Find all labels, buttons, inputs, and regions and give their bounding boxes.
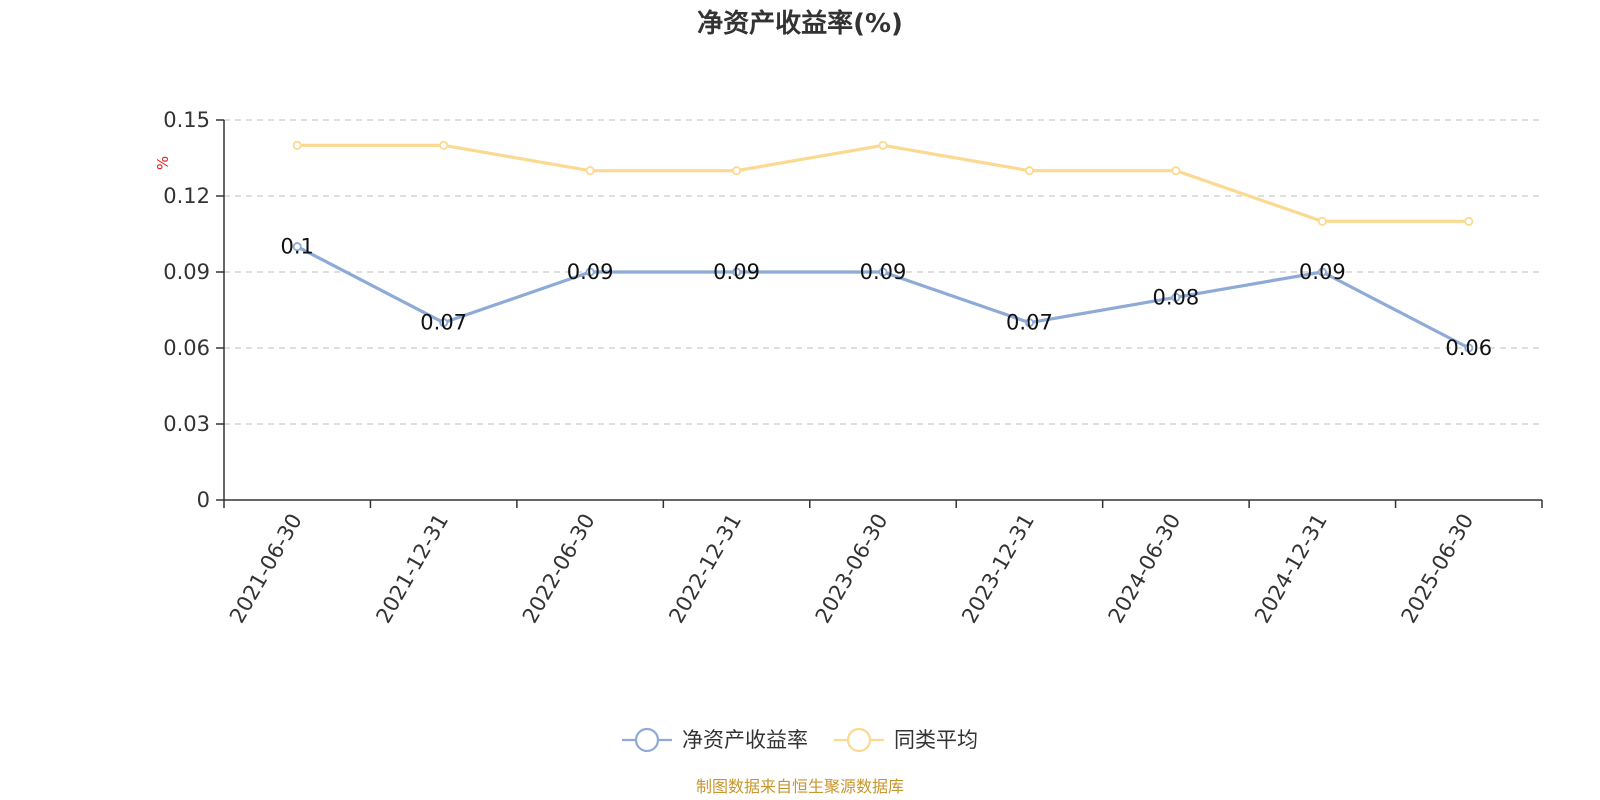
data-label: 0.1 xyxy=(281,235,314,259)
legend-item-1[interactable]: 同类平均 xyxy=(834,727,978,753)
series-point-0 xyxy=(1171,292,1181,302)
data-label: 0.09 xyxy=(860,260,907,284)
x-tick-label: 2024-06-30 xyxy=(1104,510,1186,628)
series-line-1 xyxy=(295,143,1471,223)
series-point-0 xyxy=(1464,343,1474,353)
series-point-0 xyxy=(439,318,449,328)
legend-marker-icon xyxy=(846,727,872,753)
series xyxy=(292,140,1474,353)
y-tick-label: 0.12 xyxy=(163,184,210,208)
data-label: 0.07 xyxy=(1006,311,1053,335)
series-point-0 xyxy=(585,267,595,277)
legend-label: 同类平均 xyxy=(894,728,978,752)
series-point-1 xyxy=(732,166,742,176)
series-point-1 xyxy=(1024,166,1034,176)
series-point-0 xyxy=(878,267,888,277)
data-labels: 0.1 0.07 0.09 0.09 0.09 0.07 0.08 0.09 0.06 xyxy=(281,235,1493,360)
series-point-0 xyxy=(1317,267,1327,277)
data-label: 0.09 xyxy=(1299,260,1346,284)
chart-title: 净资产收益率(%) xyxy=(697,8,903,39)
series-point-1 xyxy=(1317,216,1327,226)
data-label: 0.08 xyxy=(1153,285,1200,309)
series-point-0 xyxy=(732,267,742,277)
series-point-1 xyxy=(585,166,595,176)
data-label: 0.07 xyxy=(420,311,467,335)
y-tick-label: 0.06 xyxy=(163,336,210,360)
x-tick-label: 2025-06-30 xyxy=(1396,510,1478,628)
data-label: 0.09 xyxy=(713,260,760,284)
series-point-1 xyxy=(439,140,449,150)
x-tick-label: 2021-12-31 xyxy=(371,509,453,627)
x-tick-label: 2022-12-31 xyxy=(664,510,746,628)
legend: 净资产收益率 同类平均 xyxy=(622,727,978,753)
y-unit-label: % xyxy=(154,156,172,170)
series-point-1 xyxy=(878,140,888,150)
series-point-1 xyxy=(1171,166,1181,176)
y-tick-label: 0 xyxy=(197,488,210,512)
x-tick-labels: 2021-06-30 2021-12-31 2022-06-30 2022-12-31… xyxy=(225,509,1478,627)
series-point-1 xyxy=(1464,216,1474,226)
x-tick-label: 2024-12-31 xyxy=(1250,510,1332,628)
gridlines xyxy=(216,119,1542,501)
data-label: 0.09 xyxy=(567,260,614,284)
axes xyxy=(223,120,1543,508)
legend-marker-icon xyxy=(634,727,660,753)
x-tick-label: 2023-06-30 xyxy=(811,510,893,628)
data-label: 0.06 xyxy=(1445,336,1492,360)
y-tick-label: 0.15 xyxy=(163,108,210,132)
legend-item-0[interactable]: 净资产收益率 xyxy=(622,727,808,753)
legend-label: 净资产收益率 xyxy=(682,728,808,752)
y-tick-labels: 0 0.03 0.06 0.09 0.12 0.15 xyxy=(163,108,210,512)
y-tick-label: 0.09 xyxy=(163,260,210,284)
source-note: 制图数据来自恒生聚源数据库 xyxy=(696,777,904,796)
x-tick-label: 2022-06-30 xyxy=(518,510,600,628)
x-tick-label: 2021-06-30 xyxy=(225,510,307,628)
series-point-0 xyxy=(1024,318,1034,328)
series-point-0 xyxy=(292,242,302,252)
x-tick-label: 2023-12-31 xyxy=(957,510,1039,628)
series-point-1 xyxy=(292,140,302,150)
y-tick-label: 0.03 xyxy=(163,412,210,436)
